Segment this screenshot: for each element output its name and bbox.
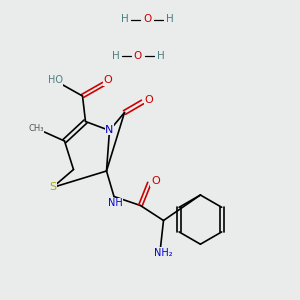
Text: N: N <box>105 124 114 135</box>
Text: H: H <box>112 50 119 61</box>
Text: O: O <box>134 50 142 61</box>
Text: H: H <box>121 14 128 25</box>
Text: O: O <box>151 176 160 187</box>
Text: H: H <box>157 50 164 61</box>
Text: O: O <box>103 75 112 85</box>
Text: O: O <box>145 94 154 105</box>
Text: H: H <box>166 14 173 25</box>
Text: O: O <box>143 14 151 25</box>
Text: NH: NH <box>108 198 123 208</box>
Text: S: S <box>49 182 56 193</box>
Text: NH₂: NH₂ <box>154 248 172 258</box>
Text: CH₃: CH₃ <box>28 124 44 134</box>
Text: HO: HO <box>48 75 63 85</box>
